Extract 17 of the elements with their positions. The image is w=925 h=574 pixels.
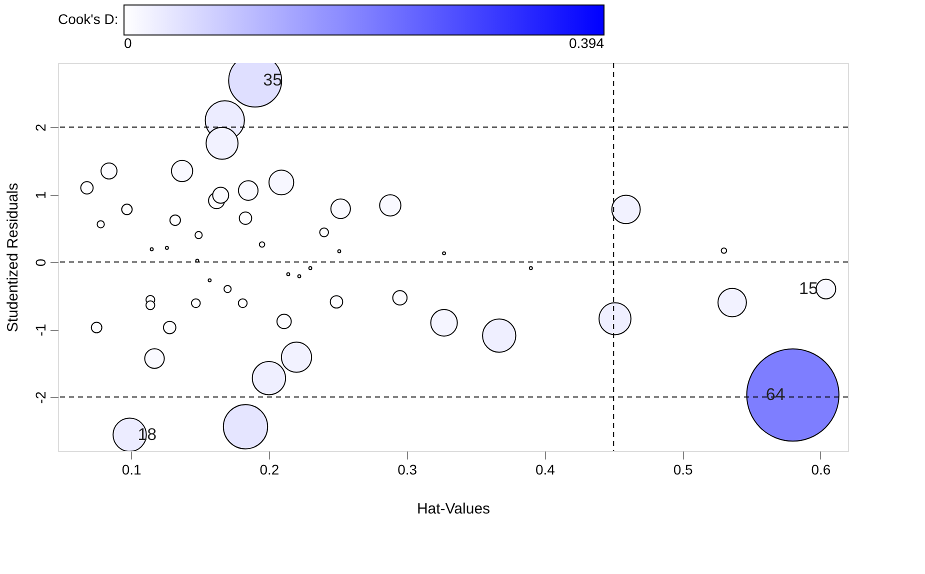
y-axis-title: Studentized Residuals <box>4 182 22 332</box>
y-tick-label: -2 <box>32 391 48 404</box>
y-tick-label: -1 <box>32 324 48 336</box>
x-tick-label: 0.6 <box>811 462 831 478</box>
x-tick-label: 0.1 <box>122 462 142 478</box>
x-axis-title: Hat-Values <box>416 500 490 518</box>
x-tick-label: 0.3 <box>398 462 418 478</box>
color-bar-label: 0.394 <box>568 35 604 51</box>
y-tick-label: 1 <box>32 190 48 199</box>
x-tick-label: 0.4 <box>535 462 556 478</box>
annotation: 64 <box>766 384 785 404</box>
y-tick-label: 0 <box>32 258 48 266</box>
color-bar-label: 0 <box>124 35 132 51</box>
x-tick-label: 0.2 <box>260 462 280 478</box>
color-bar-title: Cook's D: <box>58 11 118 27</box>
y-tick-label: 2 <box>32 124 48 132</box>
x-tick-label: 0.5 <box>673 462 693 478</box>
